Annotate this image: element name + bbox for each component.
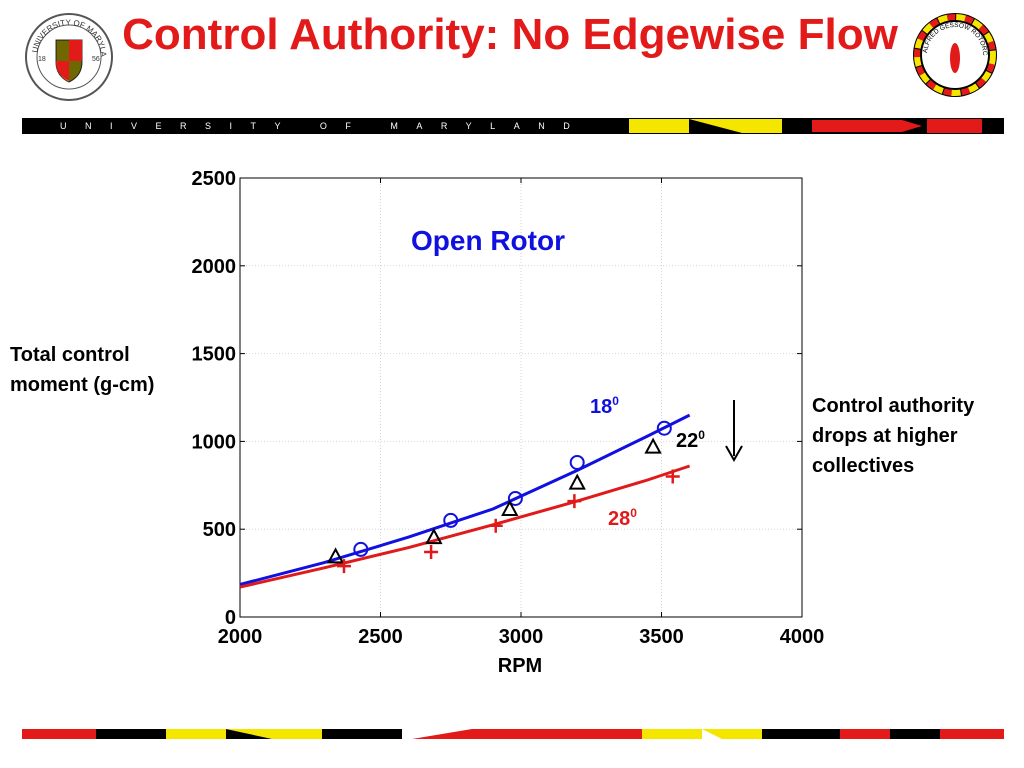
data-point-28 bbox=[488, 518, 503, 533]
seal-year-left: 18 bbox=[38, 56, 46, 63]
data-point-28 bbox=[567, 494, 582, 509]
series-label-18: 180 bbox=[590, 394, 619, 418]
y-tick-label: 0 bbox=[225, 607, 236, 629]
data-point-22 bbox=[501, 499, 519, 517]
fit-lines bbox=[239, 413, 691, 589]
data-point-18 bbox=[656, 420, 672, 436]
data-point-22 bbox=[425, 527, 443, 545]
y-tick-label: 1000 bbox=[192, 431, 237, 453]
x-tick-label: 4000 bbox=[780, 626, 825, 648]
data-point-22 bbox=[326, 547, 345, 564]
data-point-22 bbox=[568, 473, 586, 490]
y-tick-label: 2000 bbox=[192, 256, 237, 278]
down-arrow-icon bbox=[725, 400, 743, 462]
y-axis-label: Total control moment (g-cm) bbox=[10, 344, 155, 396]
fit-line-18 bbox=[239, 413, 691, 586]
data-point-28 bbox=[665, 469, 680, 484]
rotorcraft-center-logo: ALFRED GESSOW ROTORCRAFT CENTER bbox=[910, 10, 997, 97]
x-tick-label: 2000 bbox=[218, 626, 263, 648]
banner-university-text: UNIVERSITY OF MARYLAND bbox=[60, 121, 589, 131]
x-tick-label: 3000 bbox=[499, 626, 544, 648]
data-markers bbox=[326, 420, 680, 574]
data-point-18 bbox=[353, 541, 369, 557]
data-point-18 bbox=[443, 512, 459, 528]
x-axis-label: RPM bbox=[498, 655, 542, 677]
axis-ticks: 2000 2500 3000 3500 4000 0 500 1000 1500 2000 2500 bbox=[192, 168, 825, 648]
x-tick-label: 2500 bbox=[358, 626, 403, 648]
slide-title: Control Authority: No Edgewise Flow bbox=[122, 10, 898, 59]
seal-year-right: 56 bbox=[92, 56, 100, 63]
series-label-22: 220 bbox=[676, 428, 705, 452]
y-tick-label: 2500 bbox=[192, 168, 237, 190]
y-tick-label: 1500 bbox=[192, 344, 237, 366]
top-banner bbox=[22, 118, 1004, 134]
data-point-28 bbox=[336, 559, 351, 574]
data-point-18 bbox=[569, 454, 585, 470]
data-point-22 bbox=[644, 437, 662, 454]
annotation-text: Control authority drops at higher collec… bbox=[812, 395, 975, 477]
data-point-28 bbox=[424, 545, 439, 560]
series-label-28: 280 bbox=[608, 506, 637, 530]
chart-title: Open Rotor bbox=[411, 225, 565, 256]
x-tick-label: 3500 bbox=[639, 626, 684, 648]
university-seal-logo: UNIVERSITY OF MARYLAND 18 56 bbox=[24, 12, 113, 101]
y-tick-label: 500 bbox=[203, 519, 236, 541]
data-point-18 bbox=[507, 490, 523, 506]
bottom-banner bbox=[22, 729, 1004, 739]
